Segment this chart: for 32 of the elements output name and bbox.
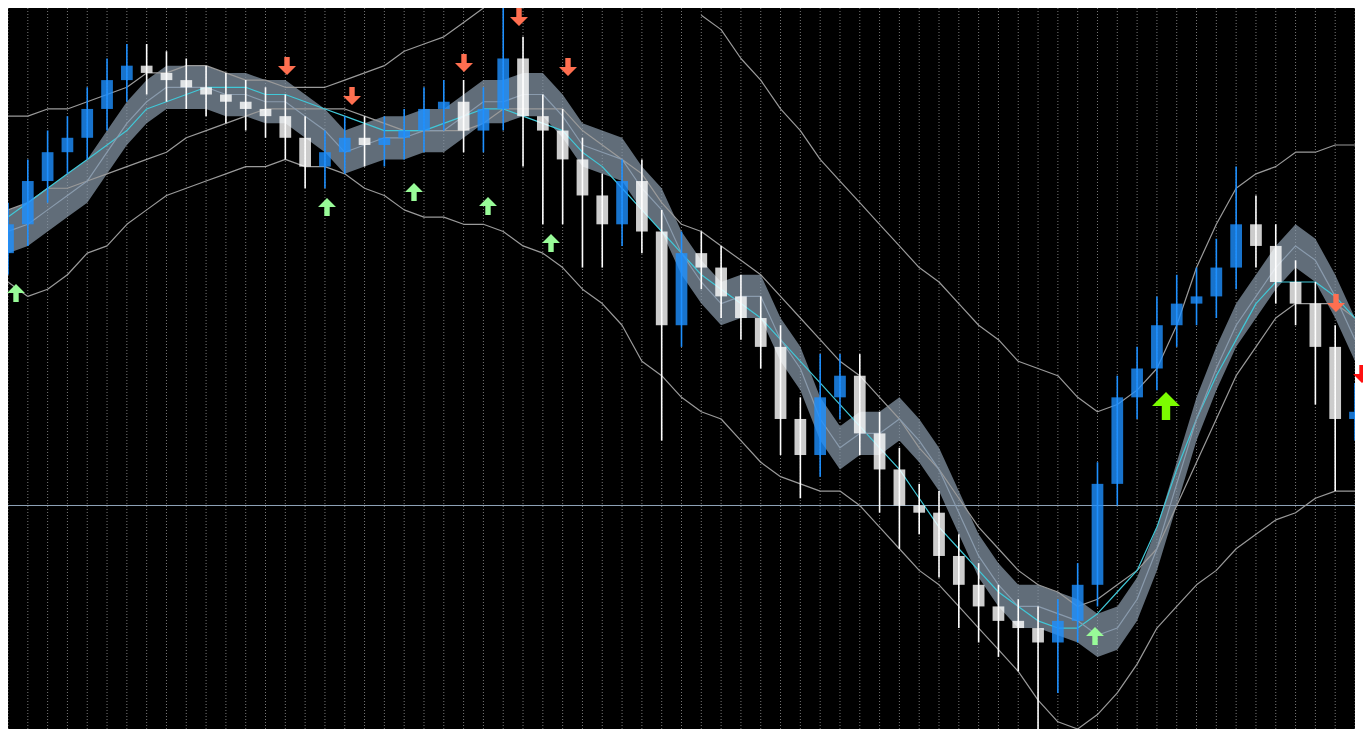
candlestick (378, 115, 391, 168)
candlestick (1289, 259, 1302, 327)
candlestick (140, 43, 153, 96)
candlestick (398, 108, 411, 161)
candlestick (1250, 194, 1262, 269)
candlestick (319, 129, 331, 190)
candlestick (1052, 598, 1064, 694)
candlestick (695, 230, 708, 290)
candlestick (972, 562, 985, 644)
candlestick (160, 50, 173, 103)
candlestick (418, 86, 430, 153)
candlestick (735, 273, 747, 341)
candlestick (338, 115, 351, 175)
candlestick (1012, 598, 1025, 673)
candlestick (834, 353, 846, 420)
candlestick (1170, 273, 1183, 348)
candlestick (437, 79, 450, 132)
candlestick (1190, 266, 1203, 327)
candlestick (220, 72, 232, 125)
candlestick (992, 584, 1005, 658)
candlestick (180, 57, 193, 110)
candlestick (1032, 605, 1044, 729)
candlestick (259, 86, 272, 139)
candlestick (61, 115, 74, 175)
candlestick (358, 115, 371, 168)
candlestick (121, 43, 133, 103)
candlestick (200, 64, 212, 117)
candlestick (913, 483, 926, 536)
candlestick (279, 93, 292, 161)
candlestick (239, 79, 252, 132)
candlestick (536, 93, 549, 226)
candlestick (477, 86, 490, 153)
